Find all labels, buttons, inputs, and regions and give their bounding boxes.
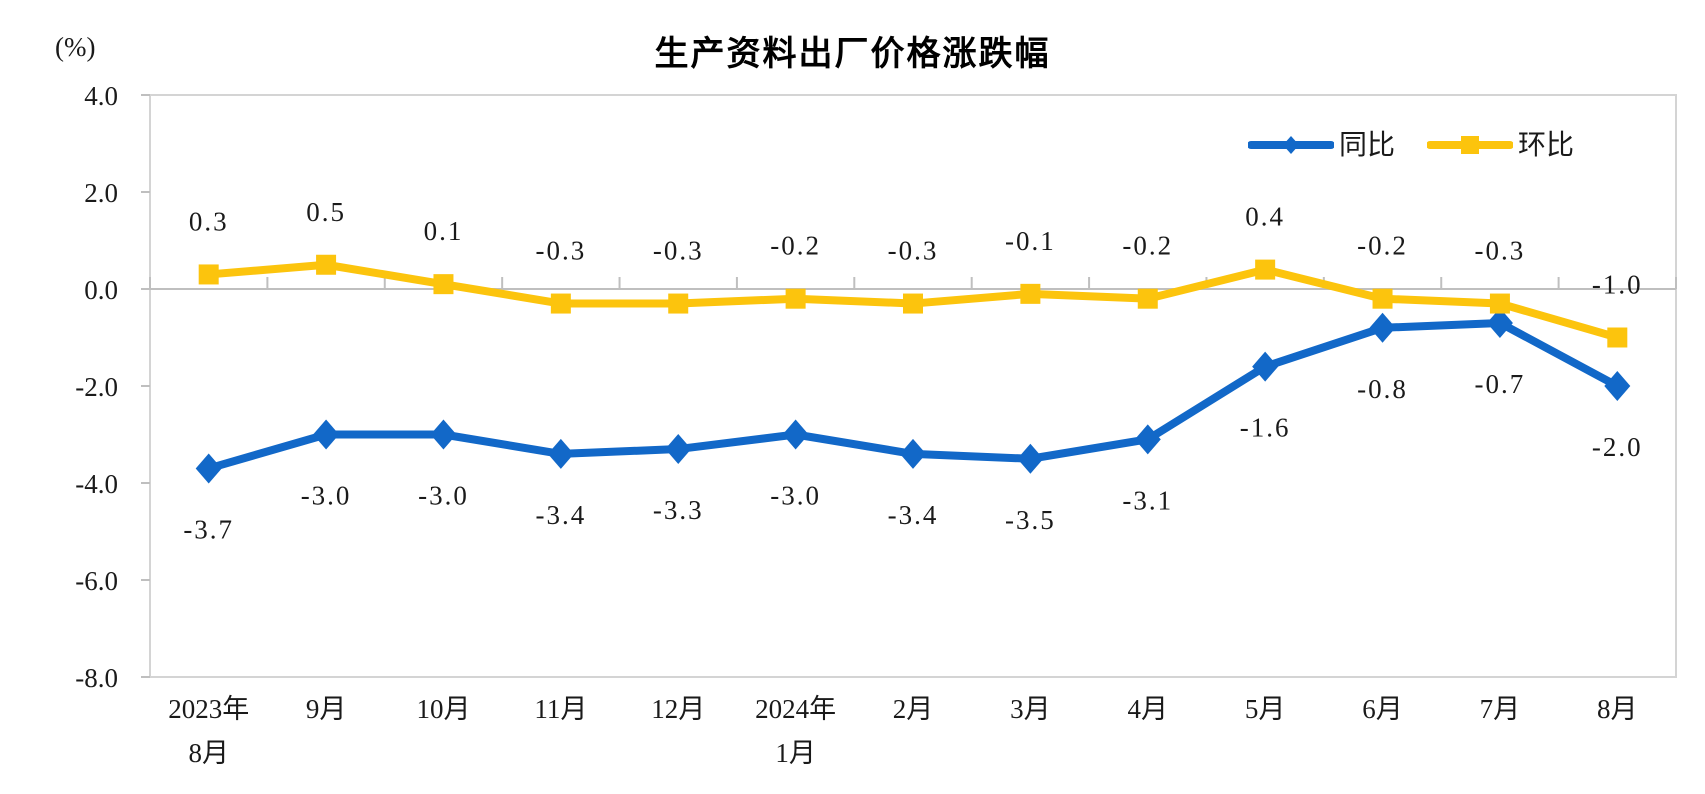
data-point-marker-diamond — [547, 438, 574, 469]
legend-swatch-line-square-icon — [1427, 136, 1514, 154]
data-label: -3.4 — [535, 500, 586, 530]
data-point-marker-square — [1137, 288, 1158, 309]
y-axis-tick-label: 0.0 — [84, 275, 118, 305]
y-axis-tick-label: -6.0 — [75, 566, 118, 596]
data-point-marker-square — [316, 254, 337, 275]
x-axis-tick-label: 10月 — [416, 694, 470, 724]
y-axis-tick-label: -8.0 — [75, 663, 118, 693]
data-point-marker-diamond — [195, 453, 222, 484]
data-point-marker-square — [903, 293, 923, 314]
data-label: -0.3 — [1475, 236, 1526, 266]
data-label: -1.6 — [1240, 413, 1291, 443]
data-label: 0.5 — [306, 197, 346, 227]
data-label: -0.3 — [535, 236, 586, 266]
data-point-marker-diamond — [1134, 424, 1161, 455]
legend-swatch-line-diamond-icon — [1248, 136, 1334, 154]
data-label: -0.8 — [1357, 374, 1408, 404]
y-axis-tick-label: 2.0 — [84, 178, 118, 208]
legend-label-tongbi: 同比 — [1339, 129, 1396, 160]
y-axis-tick-label: -2.0 — [75, 372, 118, 402]
data-point-marker-diamond — [1604, 371, 1631, 401]
x-axis-tick-label: 11月 — [534, 694, 587, 724]
data-label: -3.0 — [418, 481, 469, 511]
data-label: -2.0 — [1592, 432, 1643, 462]
data-point-marker-square — [1607, 327, 1628, 348]
data-label: -3.4 — [888, 500, 939, 530]
data-label: -1.0 — [1592, 270, 1643, 300]
x-axis-tick-label-line2: 1月 — [775, 738, 816, 768]
data-label: -0.2 — [1357, 231, 1408, 261]
x-axis-tick-label: 8月 — [1597, 694, 1638, 724]
data-point-marker-square — [433, 274, 454, 295]
data-label: 0.4 — [1245, 202, 1285, 232]
data-point-marker-diamond — [782, 419, 809, 450]
data-label: -3.3 — [653, 495, 704, 525]
legend: 同比 环比 — [1248, 129, 1574, 161]
legend-item-huanbi: 环比 — [1427, 129, 1574, 161]
data-point-marker-diamond — [313, 419, 340, 450]
x-axis-tick-label: 4月 — [1128, 694, 1169, 724]
data-label: -0.2 — [770, 231, 821, 261]
x-axis-tick-label: 2024年 — [755, 694, 836, 724]
data-point-marker-square — [550, 293, 571, 314]
legend-label-huanbi: 环比 — [1518, 129, 1575, 160]
data-label: -3.0 — [301, 481, 352, 511]
x-axis-tick-label: 12月 — [651, 694, 705, 724]
data-point-marker-diamond — [1369, 312, 1396, 343]
data-label: -0.3 — [888, 236, 939, 266]
data-label: -0.1 — [1005, 226, 1056, 256]
data-point-marker-square — [1489, 293, 1510, 314]
data-point-marker-diamond — [1252, 351, 1279, 382]
x-axis-tick-label: 5月 — [1245, 694, 1286, 724]
x-axis-tick-label-line2: 8月 — [188, 738, 229, 768]
data-point-marker-diamond — [430, 419, 457, 450]
data-label: -0.7 — [1475, 369, 1526, 399]
data-point-marker-square — [785, 288, 806, 309]
y-axis-unit-label: (%) — [55, 32, 96, 62]
data-point-marker-square — [1372, 288, 1393, 309]
data-point-marker-diamond — [1486, 307, 1513, 338]
legend-item-tongbi: 同比 — [1248, 129, 1395, 161]
data-point-marker-diamond — [665, 434, 692, 465]
data-label: -3.7 — [183, 514, 234, 544]
data-label: -3.0 — [770, 481, 821, 511]
data-label: 0.1 — [424, 216, 464, 246]
data-point-marker-square — [668, 293, 689, 314]
x-axis-tick-label: 7月 — [1480, 694, 1521, 724]
data-point-marker-diamond — [1017, 443, 1044, 474]
data-label: -0.3 — [653, 236, 704, 266]
x-axis-tick-label: 2023年 — [168, 694, 249, 724]
plot-border — [149, 94, 1677, 678]
data-label: -3.1 — [1122, 485, 1173, 515]
x-axis-tick-label: 9月 — [306, 694, 347, 724]
data-point-marker-square — [198, 264, 219, 285]
data-label: -3.5 — [1005, 505, 1056, 535]
data-point-marker-square — [1020, 283, 1041, 304]
y-axis-tick-label: 4.0 — [84, 81, 118, 111]
data-label: 0.3 — [189, 206, 229, 236]
chart-title: 生产资料出厂价格涨跌幅 — [654, 35, 1051, 73]
x-axis-tick-label: 3月 — [1010, 694, 1051, 724]
data-label: -0.2 — [1122, 231, 1173, 261]
data-point-marker-square — [1255, 259, 1276, 280]
data-point-marker-diamond — [900, 438, 926, 469]
x-axis-tick-label: 2月 — [893, 694, 934, 724]
x-axis-tick-label: 6月 — [1362, 694, 1403, 724]
y-axis-tick-label: -4.0 — [75, 469, 118, 499]
